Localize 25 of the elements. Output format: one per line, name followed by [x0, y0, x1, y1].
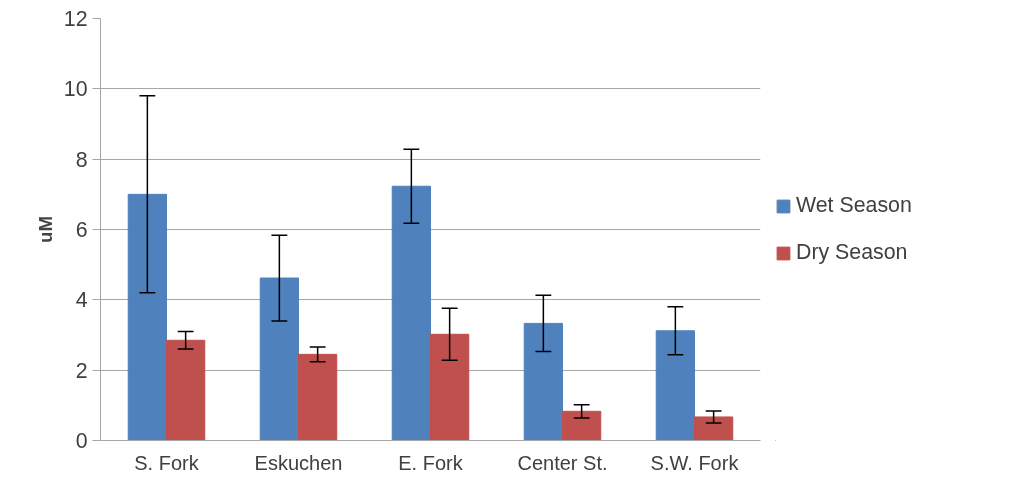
- x-tick-label: E. Fork: [398, 451, 464, 474]
- y-tick-label: 8: [75, 147, 88, 172]
- y-tick-label: 2: [75, 358, 88, 383]
- x-tick-label: Eskuchen: [254, 451, 343, 474]
- bar: [298, 353, 338, 441]
- bar: [562, 410, 602, 441]
- x-tick-label: Center St.: [517, 451, 608, 474]
- y-tick-label: 4: [75, 288, 88, 313]
- x-tick-label: S.W. Fork: [650, 451, 740, 474]
- x-tick-label: S. Fork: [134, 451, 200, 474]
- bar: [430, 333, 470, 441]
- bar: [655, 330, 695, 441]
- y-tick-label: 10: [63, 77, 88, 102]
- legend-label: Wet Season: [796, 193, 912, 218]
- y-axis-title: uM: [34, 216, 56, 243]
- bar: [694, 416, 734, 441]
- bar: [127, 193, 167, 441]
- bar: [523, 322, 563, 441]
- bar: [166, 339, 206, 441]
- legend-label: Dry Season: [796, 240, 908, 265]
- y-tick-label: 6: [75, 218, 88, 242]
- y-tick-label: 12: [63, 7, 88, 31]
- bar: [259, 277, 299, 441]
- bar: [391, 185, 431, 441]
- y-tick-label: 0: [75, 429, 88, 453]
